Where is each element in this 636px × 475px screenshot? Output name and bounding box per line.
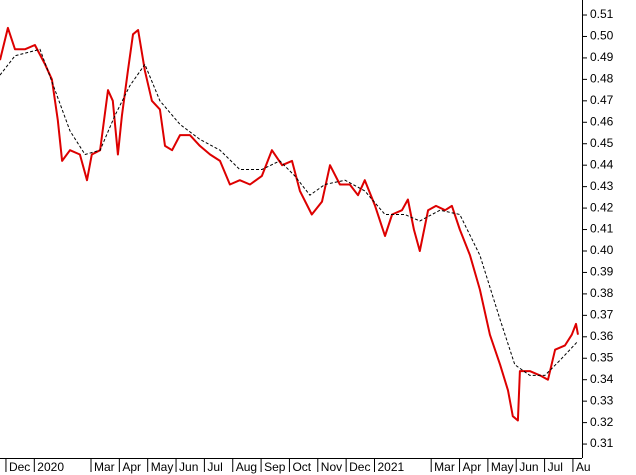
y-tick-label: 0.33	[590, 393, 614, 407]
x-tick-label: 2020	[37, 460, 64, 474]
x-tick-label: Jul	[548, 460, 563, 474]
y-tick-label: 0.42	[590, 200, 614, 214]
x-tick-label: May	[151, 460, 174, 474]
y-tick-label: 0.46	[590, 114, 614, 128]
x-tick-label: Jun	[179, 460, 198, 474]
y-tick-label: 0.31	[590, 436, 614, 450]
x-tick-label: Dec	[349, 460, 370, 474]
y-tick-label: 0.48	[590, 72, 614, 86]
y-tick-label: 0.40	[590, 243, 614, 257]
y-tick-label: 0.38	[590, 286, 614, 300]
y-tick-label: 0.47	[590, 93, 614, 107]
x-tick-label: Aug	[236, 460, 257, 474]
y-tick-label: 0.34	[590, 372, 614, 386]
x-tick-label: Oct	[292, 460, 311, 474]
x-tick-label: May	[491, 460, 514, 474]
x-tick-label: Dec	[9, 460, 30, 474]
x-tick-label: Apr	[122, 460, 141, 474]
x-tick-label: Apr	[463, 460, 482, 474]
x-tick-label: Mar	[94, 460, 115, 474]
y-tick-label: 0.50	[590, 29, 614, 43]
y-tick-label: 0.49	[590, 50, 614, 64]
x-tick-label: 2021	[377, 460, 404, 474]
y-tick-label: 0.36	[590, 329, 614, 343]
x-tick-label: Au	[576, 460, 591, 474]
y-tick-label: 0.35	[590, 350, 614, 364]
x-tick-label: Jul	[207, 460, 222, 474]
y-tick-label: 0.45	[590, 136, 614, 150]
x-tick-label: Jun	[519, 460, 538, 474]
y-tick-label: 0.32	[590, 415, 614, 429]
y-tick-label: 0.51	[590, 7, 614, 21]
y-tick-label: 0.41	[590, 222, 614, 236]
price-line	[0, 26, 579, 422]
x-tick-label: Nov	[321, 460, 342, 474]
y-tick-label: 0.37	[590, 308, 614, 322]
average-line	[0, 48, 579, 376]
x-tick-label: Sep	[264, 460, 286, 474]
y-tick-label: 0.43	[590, 179, 614, 193]
y-tick-label: 0.44	[590, 157, 614, 171]
x-tick-label: Mar	[434, 460, 455, 474]
y-tick-label: 0.39	[590, 265, 614, 279]
